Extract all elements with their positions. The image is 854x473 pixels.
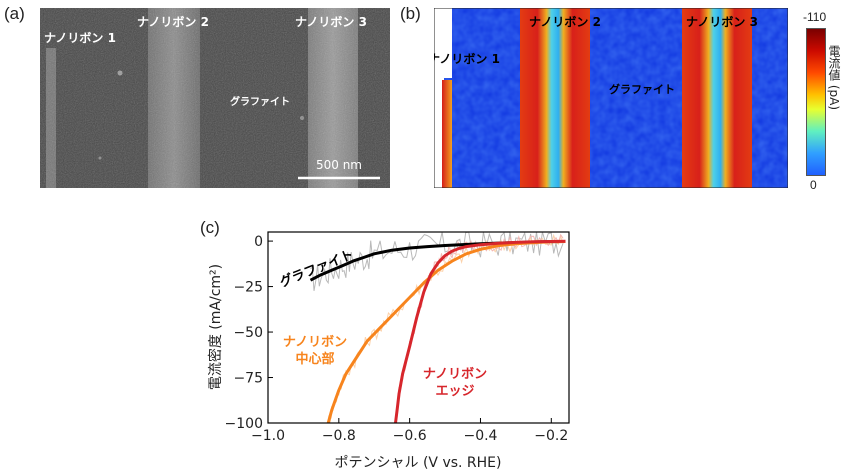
y-tick-label: −50 [233,325,263,341]
x-tick-label: −1.0 [251,428,285,444]
series-label-center-line2: 中心部 [295,351,334,367]
sem-image: 500 nm ナノリボン 1 ナノリボン 2 ナノリボン 3 グラファイト [40,8,390,188]
y-tick-label: −100 [225,416,263,432]
y-tick-label: −25 [233,280,263,296]
colorbar-min-label: 0 [810,178,817,192]
x-tick-label: −0.4 [463,428,497,444]
plot-frame [267,231,570,424]
series-label-edge-line2: エッジ [435,384,474,399]
colorbar [806,28,826,176]
map-ribbon-1 [442,80,452,188]
panel-b-letter: (b) [400,4,421,23]
colorbar-max-label: -110 [803,10,827,24]
label-graphite: グラファイト [230,95,290,108]
series-line-2 [394,239,566,424]
series-label-edge-line1: ナノリボン [423,366,487,382]
series-label-graphite: グラファイト [278,247,356,291]
label-ribbon-2: ナノリボン 2 [137,14,209,29]
x-axis-label: ポテンシャル (V vs. RHE) [335,455,502,471]
current-map: ナノリボン 1 ナノリボン 2 ナノリボン 3 グラファイト [434,8,788,188]
map-label-ribbon-1: ナノリボン 1 [434,51,500,66]
map-ribbon-2 [520,8,590,188]
scale-bar-label: 500 nm [316,158,362,172]
x-tick-label: −0.2 [534,428,568,444]
raw-trace-2 [395,233,564,424]
y-axis-label: 電流密度 (mA/cm²) [207,264,224,390]
sem-image-panel: 500 nm ナノリボン 1 ナノリボン 2 ナノリボン 3 グラファイト [40,8,390,188]
x-tick-label: −0.6 [393,428,427,444]
map-label-ribbon-2: ナノリボン 2 [529,14,601,29]
panel-c-letter: (c) [200,218,220,237]
colorbar-title: 電流値 (pA) [827,45,841,111]
series-label-center-line1: ナノリボン [283,334,347,350]
current-map-panel: ナノリボン 1 ナノリボン 2 ナノリボン 3 グラファイト [434,8,788,188]
map-ribbon-3 [682,8,752,188]
map-label-graphite: グラファイト [609,82,675,96]
map-label-ribbon-3: ナノリボン 3 [686,14,758,29]
label-ribbon-3: ナノリボン 3 [295,14,367,29]
x-axis-ticks: −1.0 −0.8 −0.6 −0.4 −0.2 [251,418,568,444]
y-tick-label: −75 [233,371,263,387]
panel-a-letter: (a) [4,4,25,23]
y-axis-ticks: 0 −25 −50 −75 −100 [225,234,273,432]
y-tick-label: 0 [254,234,263,250]
chart-series-lines [309,239,566,424]
label-ribbon-1: ナノリボン 1 [44,30,116,45]
x-tick-label: −0.8 [322,428,356,444]
